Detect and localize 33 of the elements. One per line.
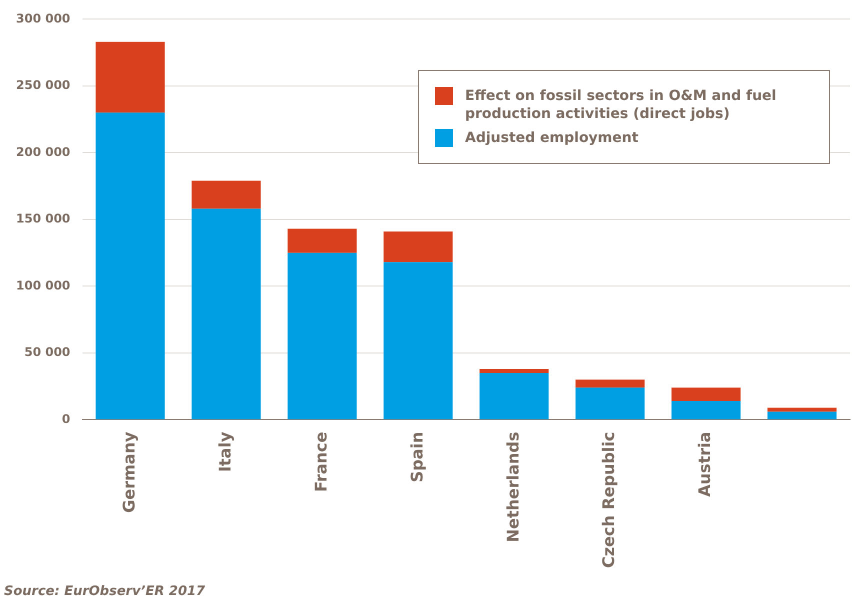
- y-tick-label: 50 000: [24, 345, 70, 360]
- x-tick-label: France: [311, 432, 330, 492]
- y-tick-label: 150 000: [16, 212, 70, 226]
- y-tick-label: 250 000: [16, 78, 70, 92]
- bar: [96, 112, 165, 420]
- x-tick-label: Netherlands: [503, 432, 522, 542]
- y-tick-label: 100 000: [16, 278, 70, 292]
- x-tick-label: Austria: [695, 432, 714, 497]
- x-tick-label: Italy: [215, 431, 234, 472]
- bar: [288, 252, 357, 420]
- bar: [192, 180, 261, 209]
- y-tick-label: 200 000: [16, 144, 70, 159]
- bar: [480, 368, 549, 373]
- bar: [384, 262, 453, 420]
- bar: [576, 388, 645, 420]
- legend-label: Effect on fossil sectors in O&M and fuel production activities (direct jobs): [465, 87, 778, 123]
- source-note: Source: EurObserv’ER 2017: [4, 584, 206, 599]
- x-tick-label: Czech Republic: [599, 432, 618, 568]
- x-tick-label: Germany: [119, 431, 138, 513]
- y-tick-label: 0: [62, 412, 70, 426]
- bar: [672, 388, 741, 402]
- bar: [576, 380, 645, 388]
- legend-label: Adjusted employment: [465, 129, 638, 147]
- bar: [480, 373, 549, 420]
- bar: [288, 228, 357, 253]
- bar: [672, 401, 741, 420]
- bar: [96, 42, 165, 113]
- bar: [767, 412, 837, 420]
- x-tick-label: Spain: [407, 432, 426, 482]
- y-tick-label: 300 000: [16, 11, 70, 26]
- bar: [767, 408, 837, 412]
- bar: [192, 208, 261, 420]
- bar: [384, 231, 453, 262]
